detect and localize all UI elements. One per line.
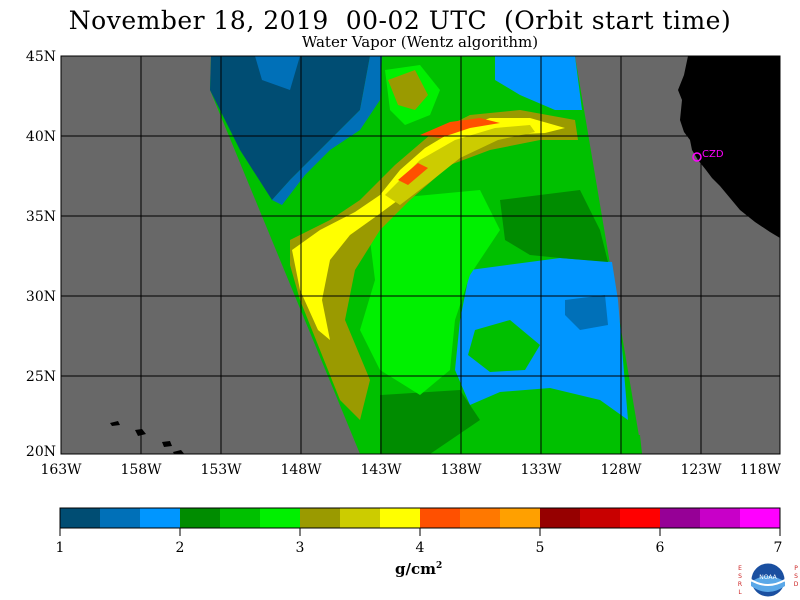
colorbar-swatch	[460, 508, 501, 528]
swath-green-strip-south	[625, 435, 642, 454]
page-subtitle: Water Vapor (Wentz algorithm)	[301, 33, 539, 51]
swath-olive-north	[388, 70, 428, 110]
lon-label-158w: 158W	[120, 462, 162, 478]
colorbar-swatch	[60, 508, 101, 528]
swath-east-dry-blue	[495, 56, 582, 110]
lon-label-163w: 163W	[40, 462, 82, 478]
lon-label-128w: 128W	[600, 462, 642, 478]
colorbar-swatch	[220, 508, 261, 528]
lon-label-133w: 133W	[520, 462, 562, 478]
land-hawaii-3	[162, 441, 172, 447]
colorbar-swatch	[260, 508, 301, 528]
colorbar-tick-label: 4	[416, 540, 425, 556]
land-california	[678, 56, 780, 238]
graticule	[61, 56, 780, 454]
colorbar-swatch	[700, 508, 741, 528]
lon-label-138w: 138W	[440, 462, 482, 478]
colorbar-tick-label: 7	[774, 540, 783, 556]
colorbar-swatch	[340, 508, 381, 528]
land-hawaii-1	[110, 421, 120, 426]
colorbar-ticks: 1 2 3 4 5 6 7	[56, 528, 783, 556]
swath-dark-green-east	[500, 190, 608, 262]
lon-label-118w: 118W	[740, 462, 782, 478]
lat-label-20n: 20N	[26, 444, 56, 460]
colorbar-swatch	[380, 508, 421, 528]
colorbar-swatch	[620, 508, 661, 528]
colorbar-swatch	[580, 508, 621, 528]
swath-orange-core	[420, 118, 500, 138]
lat-label-30n: 30N	[26, 289, 56, 305]
station-marker-czd: CZD	[692, 149, 724, 162]
unit-exponent: 2	[435, 561, 443, 571]
colorbar-swatch	[180, 508, 221, 528]
colorbar-swatch	[140, 508, 181, 528]
swath	[210, 56, 642, 454]
lon-label-143w: 143W	[360, 462, 402, 478]
colorbar-tick-label: 6	[656, 540, 665, 556]
swath-dry-mid-blue	[255, 56, 300, 90]
colorbar-tick-label: 3	[296, 540, 305, 556]
swath-khaki-band	[385, 125, 535, 205]
colorbar-swatch	[540, 508, 581, 528]
swath-green-patch-se	[468, 320, 540, 372]
colorbar-tick-label: 2	[176, 540, 185, 556]
land-hawaii-4	[173, 450, 185, 454]
colorbar-swatch	[740, 508, 781, 528]
colorbar-tick-label: 1	[56, 540, 65, 556]
logo-center-text: NOAA	[759, 574, 777, 581]
colorbar-tick-label: 5	[536, 540, 545, 556]
page-title: November 18, 2019 00-02 UTC (Orbit start…	[68, 6, 732, 35]
colorbar-unit: g/cm2	[395, 560, 442, 578]
colorbar-swatch	[100, 508, 141, 528]
colorbar-swatch	[500, 508, 541, 528]
swath-orange-core-2	[398, 163, 428, 185]
lat-label-35n: 35N	[26, 209, 56, 225]
lat-label-25n: 25N	[26, 369, 56, 385]
colorbar	[60, 508, 781, 528]
swath-blue-patch-1	[565, 295, 608, 330]
swath-dry-dark-blue	[210, 56, 370, 200]
longitude-labels: 163W 158W 153W 148W 143W 138W 133W 128W …	[40, 462, 781, 478]
lon-label-123w: 123W	[680, 462, 722, 478]
swath-dry-transition	[272, 56, 382, 205]
lat-label-45n: 45N	[26, 49, 56, 65]
lon-label-148w: 148W	[280, 462, 322, 478]
colorbar-swatch	[660, 508, 701, 528]
colorbar-swatch	[420, 508, 461, 528]
swath-bright-green	[360, 190, 500, 395]
lon-label-153w: 153W	[200, 462, 242, 478]
station-label: CZD	[702, 149, 724, 160]
latitude-labels: 45N 40N 35N 30N 25N 20N	[26, 49, 56, 460]
map-frame	[60, 55, 781, 455]
station-marker-icon	[692, 152, 702, 162]
unit-text: g/cm	[395, 560, 436, 578]
lat-label-40n: 40N	[26, 129, 56, 145]
swath-dark-green-south	[380, 390, 480, 454]
colorbar-swatch	[300, 508, 341, 528]
